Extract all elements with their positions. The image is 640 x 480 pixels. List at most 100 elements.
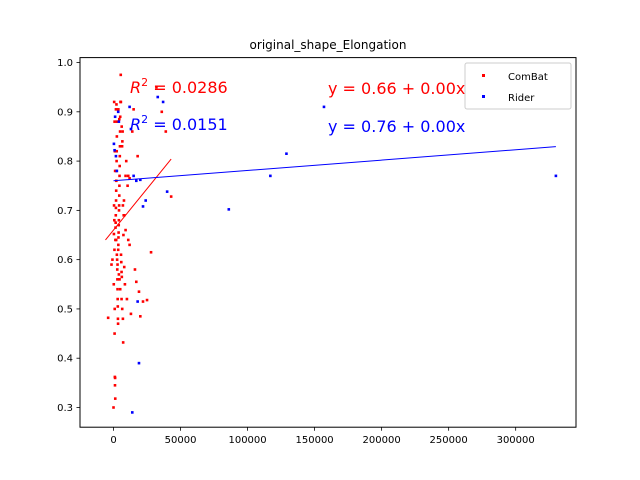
data-point	[119, 73, 123, 77]
data-point	[145, 298, 149, 302]
data-point	[135, 280, 138, 284]
data-point	[118, 174, 121, 178]
chart-title: original_shape_Elongation	[250, 38, 407, 52]
y-tick-label: 0.6	[57, 255, 73, 266]
data-point	[132, 108, 135, 111]
data-point	[129, 312, 133, 316]
data-point	[117, 231, 120, 234]
data-point	[141, 300, 145, 303]
data-point	[118, 164, 121, 168]
data-point	[116, 278, 119, 281]
data-point	[114, 189, 118, 192]
y-tick-label: 0.3	[57, 403, 73, 414]
legend-box	[464, 62, 572, 110]
fit-line-combat	[105, 158, 172, 241]
data-point	[269, 174, 272, 178]
data-point	[113, 148, 116, 152]
data-point	[114, 214, 118, 217]
data-point	[114, 199, 118, 202]
data-point	[322, 105, 326, 109]
data-point	[116, 297, 119, 301]
data-point	[139, 315, 142, 318]
data-point	[149, 250, 153, 254]
data-point	[124, 159, 128, 163]
data-point	[113, 397, 117, 400]
data-point	[125, 297, 129, 301]
data-point	[122, 233, 125, 237]
data-point	[120, 275, 124, 279]
data-point	[126, 184, 129, 188]
data-point	[121, 204, 125, 207]
data-point	[118, 145, 122, 148]
rider-r2-annotation: R2 = 0.0151	[130, 113, 228, 134]
data-point	[121, 317, 125, 321]
data-point	[119, 253, 123, 257]
x-tick-label: 300000	[497, 435, 535, 446]
data-point	[165, 190, 169, 193]
data-point	[115, 103, 118, 106]
data-point	[112, 204, 116, 207]
legend-combat-marker	[482, 74, 485, 77]
data-point	[128, 105, 131, 109]
data-point	[116, 317, 120, 321]
y-tick-label: 0.4	[57, 354, 73, 365]
data-point	[120, 125, 123, 128]
data-point	[128, 243, 131, 247]
data-point	[113, 120, 116, 123]
data-point	[128, 177, 131, 180]
data-point	[116, 263, 119, 266]
data-point	[285, 152, 288, 155]
data-point	[117, 120, 121, 123]
combat-r2-superscript: 2	[141, 76, 148, 89]
data-point	[121, 130, 124, 133]
data-point	[123, 282, 127, 286]
data-point	[112, 100, 116, 104]
data-point	[141, 205, 145, 208]
y-tick-label: 0.7	[57, 206, 73, 217]
y-axis: 0.3 0.4 0.5 0.6 0.7 0.8 0.9 1.0	[57, 58, 80, 414]
rider-equation: y = 0.76 + 0.00x	[328, 117, 465, 136]
data-point	[135, 179, 138, 183]
data-point	[115, 268, 119, 271]
data-point	[117, 204, 121, 207]
rider-r2-value: = 0.0151	[148, 115, 228, 134]
data-point	[136, 300, 139, 303]
plot-marks	[105, 73, 558, 414]
y-tick-label: 1.0	[57, 58, 73, 69]
data-point	[119, 260, 123, 264]
data-point	[112, 232, 116, 236]
data-point	[227, 208, 231, 211]
data-point	[114, 206, 118, 210]
data-point	[169, 195, 173, 198]
data-point	[117, 194, 121, 197]
data-point	[122, 214, 126, 217]
data-point	[115, 149, 119, 153]
data-point	[161, 100, 165, 104]
legend-rider-marker	[482, 95, 485, 98]
data-point	[110, 263, 113, 266]
legend-rider-label: Rider	[508, 93, 535, 104]
annotations: R2 = 0.0286 R2 = 0.0151 y = 0.66 + 0.00x…	[130, 76, 465, 136]
data-point	[117, 218, 121, 222]
data-point	[113, 248, 116, 252]
data-point	[124, 174, 127, 178]
data-point	[118, 154, 122, 158]
data-point	[113, 218, 116, 222]
data-point	[137, 361, 141, 365]
series-rider	[112, 95, 558, 414]
rider-r2-symbol: R	[130, 115, 141, 134]
data-point	[129, 127, 133, 131]
x-axis: 0 50000 100000 150000 200000 250000 300000	[110, 427, 535, 446]
data-point	[139, 178, 142, 182]
data-point	[117, 243, 120, 247]
data-point	[113, 376, 117, 380]
data-point	[114, 221, 117, 224]
data-point	[119, 100, 123, 104]
y-tick-label: 0.5	[57, 304, 73, 315]
data-point	[116, 305, 120, 308]
data-point	[112, 142, 116, 146]
data-point	[120, 307, 124, 311]
data-point	[126, 238, 130, 242]
data-point	[106, 316, 110, 320]
data-point	[122, 265, 126, 269]
